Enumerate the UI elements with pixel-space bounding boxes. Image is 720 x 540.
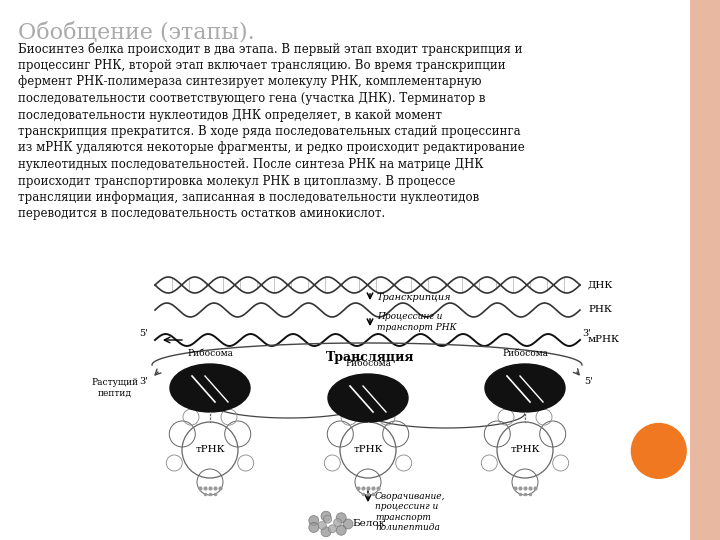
Circle shape (336, 513, 346, 523)
Text: мРНК: мРНК (588, 335, 620, 345)
Text: Транскрипция: Транскрипция (377, 293, 451, 301)
Text: 5': 5' (584, 377, 593, 387)
Text: Рибосома: Рибосома (187, 349, 233, 358)
Text: тРНК: тРНК (354, 446, 383, 455)
Text: Обобщение (этапы).: Обобщение (этапы). (18, 22, 255, 44)
Circle shape (321, 527, 331, 537)
Circle shape (323, 515, 332, 523)
Text: Биосинтез белка происходит в два этапа. В первый этап входит транскрипция и
проц: Биосинтез белка происходит в два этапа. … (18, 42, 525, 220)
Circle shape (309, 523, 319, 532)
Text: Рибосома: Рибосома (345, 359, 391, 368)
Circle shape (336, 525, 346, 535)
Circle shape (333, 518, 342, 526)
Text: Процессинг и
транспорт РНК: Процессинг и транспорт РНК (377, 312, 456, 332)
Circle shape (309, 516, 319, 525)
Circle shape (321, 511, 331, 521)
Circle shape (631, 423, 687, 479)
Text: 5': 5' (139, 329, 148, 339)
Text: Рибосома: Рибосома (502, 349, 548, 358)
Text: 3': 3' (139, 377, 148, 387)
Text: тРНК: тРНК (510, 446, 540, 455)
Circle shape (328, 525, 336, 533)
Text: Сворачивание,
процессинг и
транспорт
полипептида: Сворачивание, процессинг и транспорт пол… (375, 492, 446, 532)
Text: Трансляция: Трансляция (325, 350, 414, 363)
Ellipse shape (328, 374, 408, 422)
Text: 3': 3' (582, 329, 591, 339)
Circle shape (318, 522, 326, 530)
Text: РНК: РНК (588, 306, 612, 314)
Ellipse shape (485, 364, 565, 412)
Circle shape (343, 519, 353, 529)
Text: Растущий
пептид: Растущий пептид (91, 379, 138, 397)
Text: Белок: Белок (352, 519, 385, 529)
Ellipse shape (170, 364, 250, 412)
Text: тРНК: тРНК (195, 446, 225, 455)
Bar (690, 0, 720, 540)
Text: ДНК: ДНК (588, 280, 613, 289)
